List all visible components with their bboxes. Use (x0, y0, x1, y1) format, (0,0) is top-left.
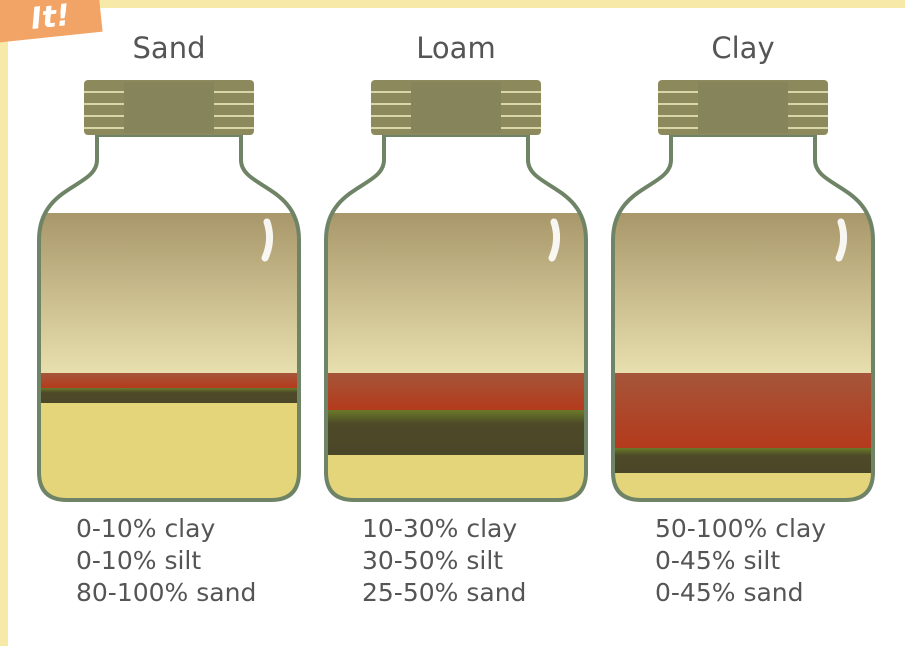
cap-shade (698, 82, 788, 133)
sticker-text: It! (29, 0, 72, 37)
clay-layer (29, 373, 309, 388)
jar-title: Sand (133, 31, 206, 65)
silt-layer (603, 448, 883, 473)
cap-shade (411, 82, 501, 133)
glass (29, 130, 309, 213)
silt-layer (316, 410, 596, 455)
cap-shade (124, 82, 214, 133)
page: It! Sand 0-10% clay 0-10% silt 80-100% sand… (0, 0, 905, 646)
illustration: It! Sand 0-10% clay 0-10% silt 80-100% sand… (0, 0, 905, 646)
clay-layer (603, 373, 883, 448)
composition-line: 0-45% silt (655, 546, 780, 575)
composition-line: 0-10% clay (76, 514, 215, 543)
composition-line: 10-30% clay (362, 514, 517, 543)
clay-layer (316, 373, 596, 410)
glass (316, 130, 596, 213)
composition-line: 0-10% silt (76, 546, 201, 575)
composition-line: 30-50% silt (362, 546, 503, 575)
composition-line: 25-50% sand (362, 578, 526, 607)
top-border (0, 0, 905, 8)
sand-layer (29, 403, 309, 510)
composition-line: 50-100% clay (655, 514, 826, 543)
composition-line: 80-100% sand (76, 578, 256, 607)
sand-layer (603, 473, 883, 510)
sticker: It! (0, 0, 103, 44)
jar-title: Loam (416, 31, 495, 65)
glass (603, 130, 883, 213)
composition-line: 0-45% sand (655, 578, 804, 607)
jar: Loam 10-30% clay 30-50% silt 25-50% sand (316, 31, 596, 607)
jar: Clay 50-100% clay 0-45% silt 0-45% sand (603, 31, 883, 607)
jar-title: Clay (711, 31, 774, 65)
left-border (0, 0, 8, 646)
jar: Sand 0-10% clay 0-10% silt 80-100% sand (29, 31, 309, 607)
silt-layer (29, 388, 309, 403)
